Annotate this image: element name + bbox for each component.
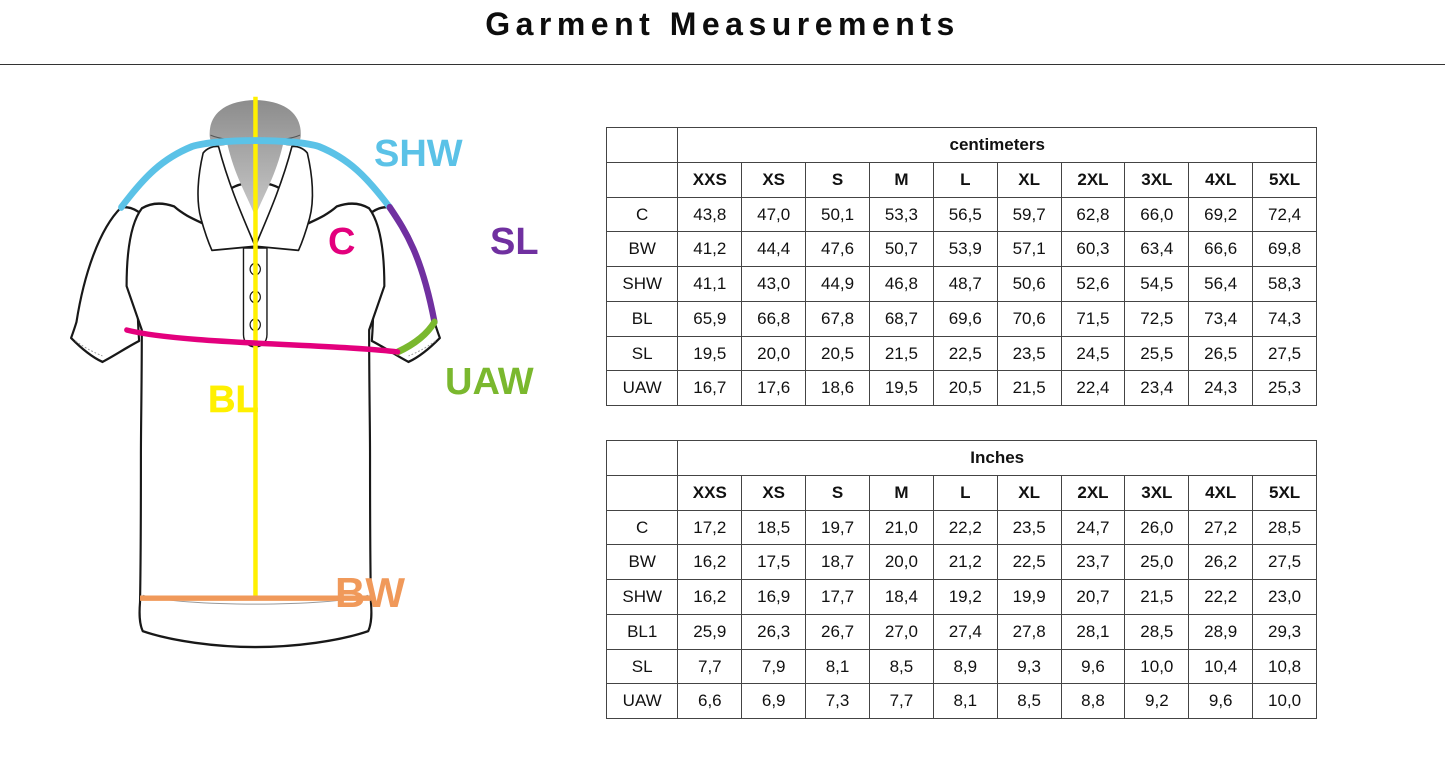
svg-text:BL: BL xyxy=(208,379,259,421)
svg-text:SHW: SHW xyxy=(374,133,463,175)
svg-text:UAW: UAW xyxy=(445,361,534,403)
svg-text:C: C xyxy=(328,221,355,263)
svg-text:SL: SL xyxy=(490,221,539,263)
svg-text:BW: BW xyxy=(335,569,405,616)
